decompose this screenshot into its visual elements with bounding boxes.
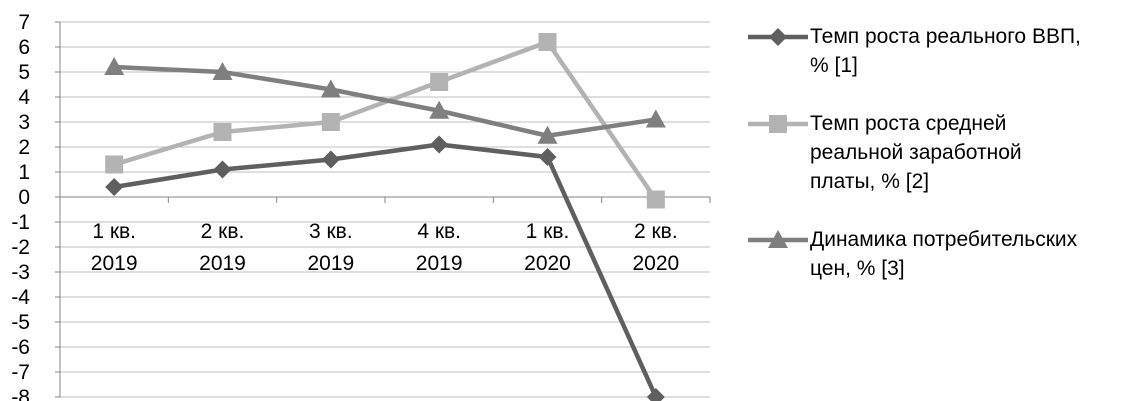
data-point-gdp	[105, 178, 124, 196]
data-point-gdp	[321, 150, 340, 169]
y-tick-label: -8	[11, 386, 30, 401]
legend-swatch-gdp	[748, 28, 808, 46]
legend-marker	[769, 28, 787, 46]
data-point-cpi	[104, 57, 125, 75]
gridlines	[60, 21, 710, 398]
legend-item-wages: Темп роста средней реальной заработной п…	[748, 109, 1120, 196]
y-tick-label: -5	[11, 311, 30, 334]
y-tick-label: 1	[18, 161, 30, 184]
x-tick-labels: 1 кв. 2019 2 кв. 2019 3 кв. 2019 4 кв. 2019 1 кв…	[91, 220, 679, 275]
data-point-cpi	[645, 109, 666, 128]
legend-item-gdp: Темп роста реального ВВП, % [1]	[748, 22, 1120, 80]
series-gdp	[105, 135, 665, 401]
y-tick-label: 4	[18, 86, 30, 109]
y-tick-label: 7	[18, 11, 30, 34]
legend-label-cpi: Динамика потребительских цен, % [3]	[810, 228, 1078, 280]
data-point-cpi	[429, 100, 450, 119]
y-tick-label: -6	[11, 336, 30, 359]
legend-label-wages: Темп роста средней реальной заработной п…	[810, 112, 1022, 193]
y-tick-label: -3	[11, 261, 30, 284]
legend-marker	[769, 115, 787, 133]
y-tick-label: 3	[18, 111, 30, 134]
data-point-gdp	[538, 148, 557, 166]
data-point-wages	[321, 113, 340, 131]
data-point-wages	[105, 155, 124, 174]
series-line-gdp	[113, 142, 658, 398]
y-tick-label: 6	[18, 36, 30, 59]
series-wages	[105, 33, 665, 209]
series-cpi	[104, 57, 666, 144]
data-point-cpi	[320, 79, 341, 98]
y-tick-label: 2	[18, 136, 30, 159]
axes	[55, 21, 711, 398]
x-tick-label: 1 кв. 2020	[524, 220, 571, 275]
data-point-cpi	[537, 125, 558, 144]
x-tick-label: 1 кв. 2019	[91, 220, 138, 275]
y-tick-label: -7	[11, 361, 30, 384]
data-point-gdp	[646, 388, 665, 401]
data-point-wages	[646, 190, 665, 209]
data-point-gdp	[430, 135, 449, 154]
series-line-cpi	[114, 64, 657, 138]
data-point-gdp	[213, 160, 232, 179]
data-point-wages	[430, 73, 449, 91]
chart-legend: Темп роста реального ВВП, % [1] Темп рос…	[748, 22, 1120, 283]
y-tick-label: 5	[18, 61, 30, 84]
legend-label-gdp: Темп роста реального ВВП, % [1]	[810, 25, 1081, 77]
x-tick-label: 4 кв. 2019	[416, 220, 463, 275]
y-tick-label: -4	[11, 286, 30, 309]
legend-marker	[768, 230, 788, 248]
data-point-cpi	[212, 62, 233, 80]
legend-swatch-cpi	[748, 230, 808, 248]
x-tick-label: 2 кв. 2019	[199, 220, 246, 275]
data-point-wages	[213, 123, 232, 141]
legend-item-cpi: Динамика потребительских цен, % [3]	[748, 225, 1120, 283]
y-tick-label: -1	[11, 211, 30, 234]
y-tick-label: -2	[11, 236, 30, 259]
x-tick-label: 2 кв. 2020	[632, 220, 679, 275]
legend-swatch-wages	[748, 115, 808, 133]
y-tick-label: 0	[18, 186, 30, 209]
x-tick-label: 3 кв. 2019	[307, 220, 354, 275]
data-point-wages	[538, 33, 557, 51]
